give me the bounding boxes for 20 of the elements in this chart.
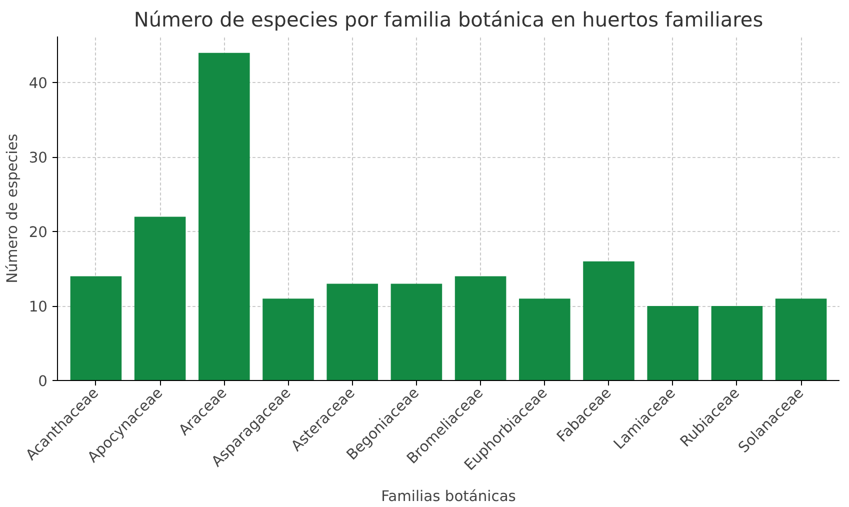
bar bbox=[454, 276, 506, 380]
y-tick-label: 10 bbox=[28, 298, 48, 316]
y-tick-label: 0 bbox=[38, 373, 48, 390]
bar bbox=[519, 298, 570, 380]
bar bbox=[326, 284, 378, 380]
y-tick-label: 40 bbox=[28, 75, 48, 92]
chart-title: Número de especies por familia botánica en huertos familiares bbox=[134, 8, 764, 32]
bar bbox=[198, 52, 250, 380]
bar bbox=[583, 261, 634, 380]
bar bbox=[70, 276, 122, 380]
bar bbox=[775, 298, 827, 380]
y-tick-label: 30 bbox=[28, 150, 48, 167]
x-axis-title: Familias botánicas bbox=[381, 488, 516, 505]
bar bbox=[134, 216, 186, 380]
y-tick-label: 20 bbox=[28, 224, 48, 242]
y-axis-title: Número de especies bbox=[4, 134, 21, 284]
bar bbox=[390, 284, 442, 380]
bar bbox=[262, 298, 314, 380]
bar bbox=[647, 306, 698, 380]
bar bbox=[711, 306, 763, 380]
